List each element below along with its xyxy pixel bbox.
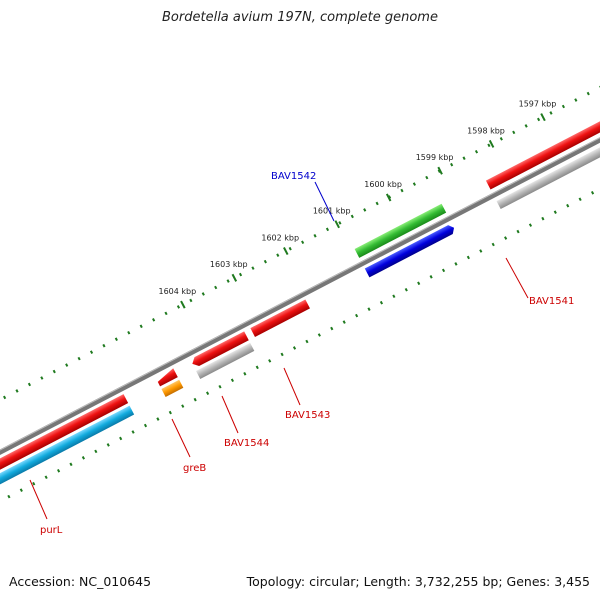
- gene-label-bav1541: BAV1541: [529, 296, 574, 307]
- tick-label: 1599 kbp: [416, 153, 454, 162]
- gene-label-bav1543: BAV1543: [285, 410, 330, 421]
- major-tick: [231, 273, 238, 282]
- product-feature-gray: [196, 342, 255, 380]
- tick-label: 1597 kbp: [519, 99, 557, 108]
- major-tick: [385, 193, 392, 202]
- gene-label-bav1544: BAV1544: [224, 438, 269, 449]
- tick-label: 1598 kbp: [467, 126, 505, 135]
- tick-label: 1602 kbp: [261, 233, 299, 242]
- cds-feature-purl: [0, 394, 129, 505]
- major-tick: [488, 139, 495, 148]
- major-tick: [540, 113, 546, 122]
- cds-feature-bav1544: [192, 331, 249, 367]
- major-tick: [283, 247, 289, 256]
- outer-tick-ring: [0, 60, 600, 451]
- cds-rna-feature: [354, 203, 447, 258]
- gene-label-purl: purL: [40, 525, 63, 536]
- genome-summary-text: Topology: circular; Length: 3,732,255 bp…: [246, 574, 590, 589]
- major-tick: [334, 220, 340, 229]
- product-feature-cyan: [0, 405, 135, 517]
- map-title: Bordetella avium 197N, complete genome: [162, 10, 438, 25]
- cds-feature-bav1541: [485, 103, 600, 190]
- tick-scale: 1597 kbp 1598 kbp 1599 kbp 1600 kbp 1601…: [158, 99, 557, 309]
- gene-label-bav1542: BAV1542: [271, 171, 316, 182]
- tick-label: 1601 kbp: [313, 207, 351, 216]
- accession-text: Accession: NC_010645: [9, 574, 152, 589]
- major-tick: [437, 166, 443, 175]
- tick-label: 1604 kbp: [158, 287, 196, 296]
- gene-label-greb: greB: [183, 463, 206, 474]
- product-feature: [496, 123, 600, 210]
- tick-label: 1603 kbp: [210, 260, 248, 269]
- product-feature-orange: [161, 379, 184, 398]
- gene-feature-bav1542: [364, 225, 455, 278]
- cds-feature-bav1543: [250, 299, 310, 337]
- major-tick: [180, 300, 186, 309]
- tick-label: 1600 kbp: [364, 180, 402, 189]
- genome-backbone: [0, 100, 600, 494]
- cds-feature-greb: [157, 368, 178, 387]
